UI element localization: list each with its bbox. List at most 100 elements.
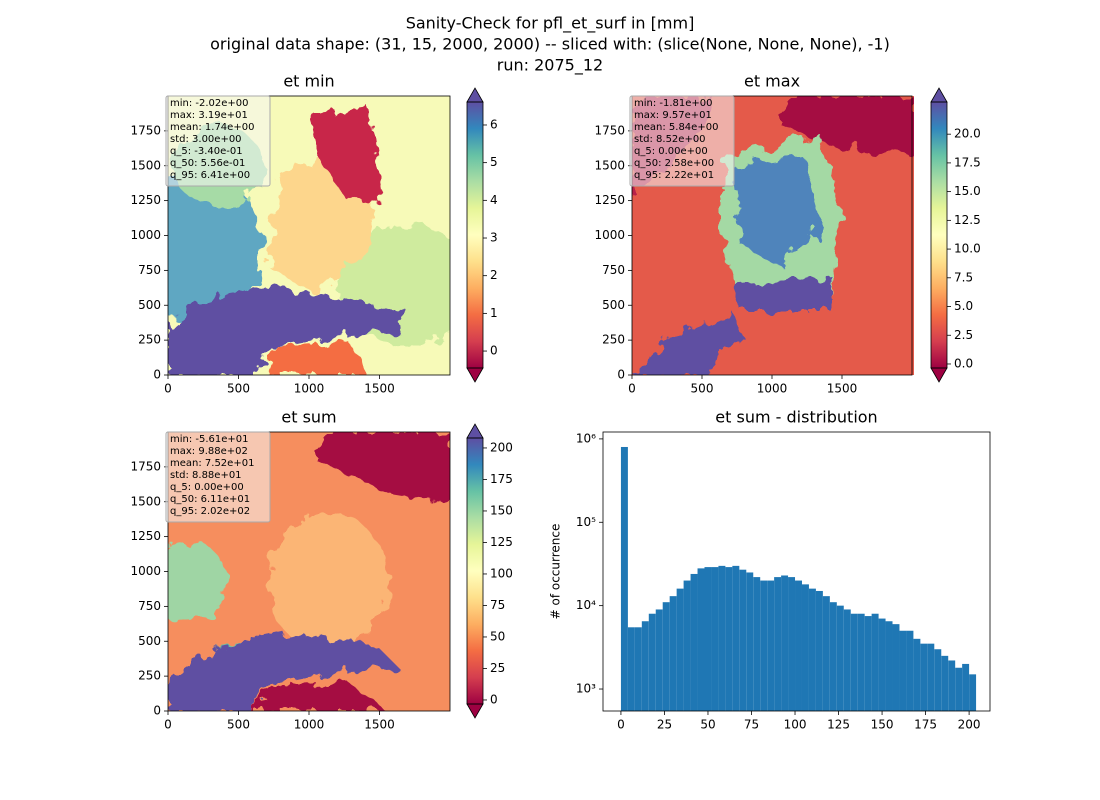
stats-text: max: 9.57e+01 <box>634 110 712 121</box>
histogram-bar <box>920 643 928 711</box>
x-tick-label: 1500 <box>364 718 395 732</box>
y-tick-label: 750 <box>138 599 161 613</box>
y-axis-label: # of occurrence <box>549 524 563 620</box>
histogram-bar <box>829 602 837 711</box>
stats-text: q_50: 5.56e-01 <box>170 158 245 169</box>
histogram-bar <box>753 577 761 711</box>
histogram-bar <box>843 609 851 711</box>
x-tick-label: 1500 <box>827 382 858 396</box>
histogram-bar <box>648 613 656 711</box>
x-tick-label: 175 <box>914 718 937 732</box>
y-tick-label: 1500 <box>130 158 161 172</box>
histogram-bar <box>683 580 691 711</box>
colorbar-tick-label: 5 <box>490 155 498 169</box>
colorbar-tick-label: 0.0 <box>954 356 973 370</box>
y-tick-label: 1750 <box>130 459 161 473</box>
y-tick-label: 1250 <box>130 529 161 543</box>
stats-text: q_50: 6.11e+01 <box>170 494 250 505</box>
y-tick-label: 1000 <box>594 228 625 242</box>
colorbar-tick-label: 75 <box>490 598 505 612</box>
histogram-bar <box>739 569 747 711</box>
y-tick-label: 250 <box>138 669 161 683</box>
histogram-bar <box>913 638 921 711</box>
histogram-bar <box>801 584 809 711</box>
stats-text: q_95: 6.41e+00 <box>170 170 250 181</box>
x-tick-label: 500 <box>227 382 250 396</box>
histogram-bar <box>955 667 963 711</box>
histogram-bar <box>788 577 796 711</box>
y-tick-label: 500 <box>138 634 161 648</box>
axes-frame <box>631 95 913 376</box>
x-tick-label: 0 <box>164 382 172 396</box>
histogram-bar <box>655 609 663 711</box>
histogram-bar <box>732 565 740 711</box>
colorbar-tick-label: 100 <box>490 566 513 580</box>
colorbar-extend <box>466 87 484 103</box>
histogram-bar <box>878 618 886 711</box>
y-tick-label: 10⁴ <box>576 598 596 612</box>
histogram-bar <box>704 567 712 711</box>
histogram-bar <box>892 624 900 711</box>
x-tick-label: 150 <box>871 718 894 732</box>
histogram-bar <box>941 655 949 711</box>
histogram-bar <box>822 596 830 711</box>
y-tick-label: 1750 <box>594 123 625 137</box>
colorbar-tick-label: 2.5 <box>954 328 973 342</box>
colorbar-tick-label: 5.0 <box>954 299 973 313</box>
axes-title: et sum <box>281 408 336 427</box>
histogram-bar <box>808 588 816 711</box>
colorbar-frame <box>466 437 484 705</box>
histogram-bar <box>620 446 628 711</box>
y-tick-label: 1000 <box>130 228 161 242</box>
colorbar-tick-label: 12.5 <box>954 213 981 227</box>
histogram-bar <box>864 616 872 711</box>
stats-text: min: -2.02e+00 <box>170 98 249 109</box>
y-tick-label: 0 <box>153 704 161 718</box>
stats-box <box>165 95 271 187</box>
colorbar-extend <box>930 87 948 103</box>
stats-text: q_95: 2.22e+01 <box>634 170 714 181</box>
y-tick-label: 750 <box>138 263 161 277</box>
stats-text: std: 8.52e+00 <box>634 134 706 145</box>
colorbar-tick-label: 150 <box>490 503 513 517</box>
stats-text: q_5: -3.40e-01 <box>170 146 243 157</box>
histogram-bar <box>746 572 754 711</box>
colorbar-tick-label: 0 <box>490 692 498 706</box>
x-tick-label: 1000 <box>294 718 325 732</box>
y-tick-label: 250 <box>138 333 161 347</box>
histogram-bar <box>885 621 893 711</box>
x-tick-label: 75 <box>744 718 759 732</box>
y-tick-label: 0 <box>617 368 625 382</box>
stats-text: mean: 1.74e+00 <box>170 122 254 133</box>
stats-text: mean: 7.52e+01 <box>170 458 254 469</box>
x-tick-label: 200 <box>958 718 981 732</box>
histogram-bar <box>718 565 726 711</box>
colorbar <box>467 102 483 368</box>
x-tick-label: 0 <box>628 382 636 396</box>
colorbar-tick-label: 125 <box>490 535 513 549</box>
y-tick-label: 1250 <box>594 193 625 207</box>
colorbar-tick-label: 2 <box>490 268 498 282</box>
y-tick-label: 500 <box>602 298 625 312</box>
histogram-bar <box>857 613 865 711</box>
stats-text: q_95: 2.02e+02 <box>170 506 250 517</box>
stats-box <box>165 431 271 523</box>
x-tick-label: 100 <box>784 718 807 732</box>
histogram-bar <box>934 649 942 711</box>
stats-text: max: 3.19e+01 <box>170 110 248 121</box>
colorbar-tick-label: 50 <box>490 629 505 643</box>
colorbar-tick-label: 17.5 <box>954 155 981 169</box>
axes-frame <box>167 431 451 712</box>
histogram-bar <box>767 580 775 711</box>
colorbar-frame <box>930 101 948 369</box>
histogram-bar <box>927 643 935 711</box>
histogram-bar <box>690 573 698 711</box>
heatmap-image <box>632 96 914 375</box>
x-tick-label: 500 <box>691 382 714 396</box>
stats-text: min: -1.81e+00 <box>634 98 713 109</box>
histogram-bar <box>676 588 684 711</box>
colorbar-tick-label: 4 <box>490 193 498 207</box>
histogram-bar <box>850 613 858 711</box>
y-tick-label: 1500 <box>594 158 625 172</box>
y-tick-label: 1250 <box>130 193 161 207</box>
